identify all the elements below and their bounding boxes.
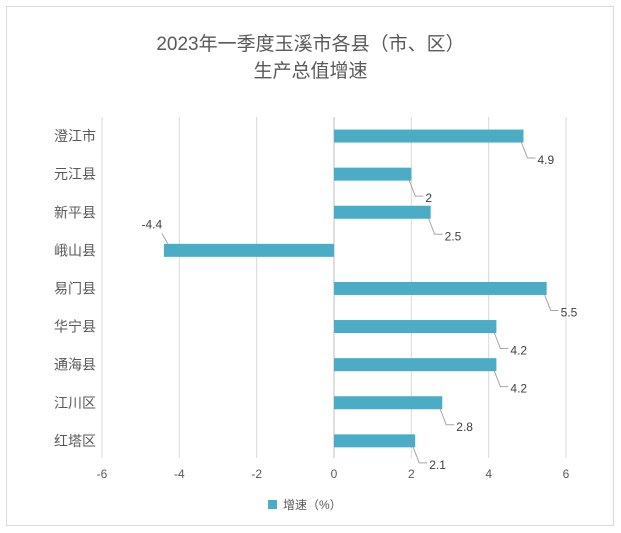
- legend-swatch: [268, 499, 277, 509]
- x-tick-label: -6: [97, 467, 108, 481]
- label-leader-line: [544, 294, 559, 311]
- label-leader-line: [493, 370, 509, 388]
- bar: [334, 358, 497, 372]
- category-label: 江川区: [54, 395, 96, 411]
- label-leader-line: [428, 218, 443, 235]
- category-label: 通海县: [54, 357, 96, 373]
- x-tick-label: 6: [563, 467, 570, 481]
- category-label: 澄江市: [54, 128, 96, 144]
- label-leader-line: [493, 332, 509, 350]
- bar: [334, 320, 497, 334]
- bar: [334, 281, 547, 295]
- bar: [334, 396, 443, 410]
- label-leader-line: [408, 180, 424, 197]
- data-label: 4.2: [510, 344, 527, 358]
- x-tick-label: 0: [331, 467, 338, 481]
- data-label: 4.2: [510, 382, 527, 396]
- bar: [334, 167, 412, 181]
- bar: [334, 434, 416, 448]
- category-label: 华宁县: [54, 319, 96, 335]
- bar: [334, 129, 524, 143]
- bar: [334, 205, 431, 219]
- x-tick-label: -2: [251, 467, 262, 481]
- chart-title-line2: 生产总值增速: [253, 61, 368, 82]
- label-leader-line: [439, 409, 455, 426]
- label-leader-line: [412, 447, 428, 464]
- x-tick-label: 4: [485, 467, 492, 481]
- data-label: 2.5: [445, 229, 462, 243]
- legend-label: 增速（%）: [283, 497, 342, 512]
- bar: [163, 243, 334, 257]
- data-label: 2: [425, 191, 432, 205]
- category-label: 红塔区: [54, 433, 96, 449]
- x-tick-label: 2: [408, 467, 415, 481]
- chart-title-line1: 2023年一季度玉溪市各县（市、区）: [156, 34, 465, 55]
- chart-frame: [6, 6, 614, 526]
- data-label: 5.5: [561, 305, 578, 319]
- category-label: 易门县: [54, 280, 96, 296]
- category-label: 峨山县: [54, 242, 96, 258]
- data-label: -4.4: [142, 217, 163, 231]
- legend: 增速（%）: [268, 496, 342, 512]
- x-tick-label: -4: [174, 467, 185, 481]
- data-label: 4.9: [537, 153, 554, 167]
- category-label: 新平县: [54, 204, 96, 220]
- label-leader-line: [521, 142, 536, 159]
- category-label: 元江县: [54, 166, 96, 182]
- label-leader-line: [161, 233, 169, 245]
- data-label: 2.8: [456, 420, 473, 434]
- data-label: 2.1: [429, 458, 446, 472]
